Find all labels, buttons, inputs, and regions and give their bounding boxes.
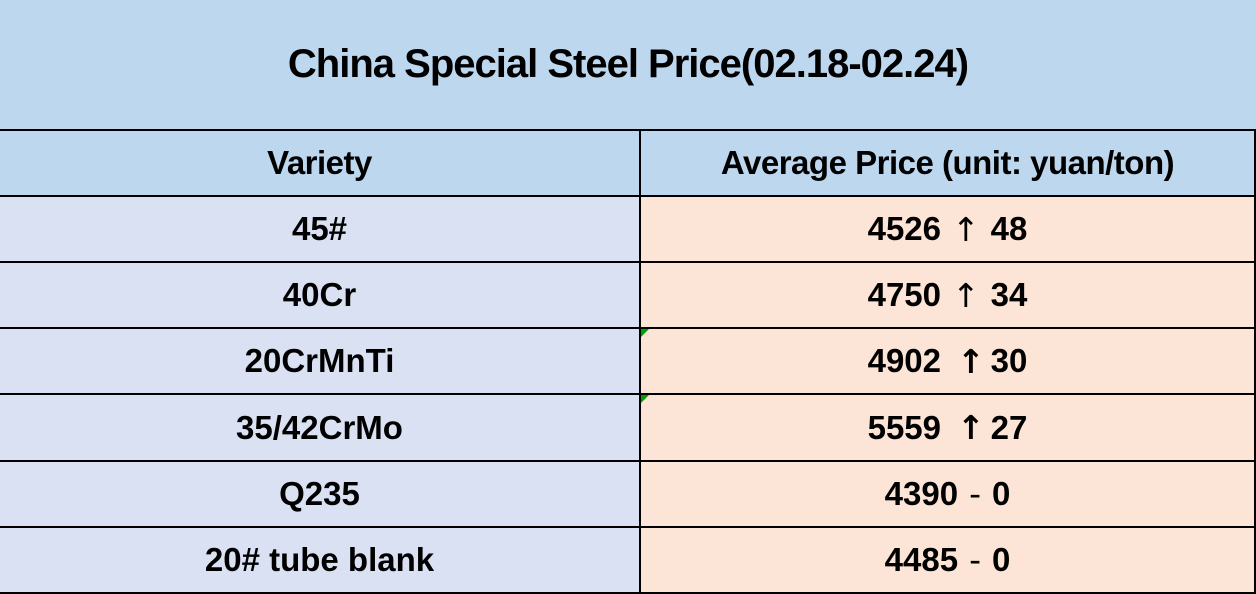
cell-error-flag-icon xyxy=(641,395,649,404)
flat-dash-icon: - xyxy=(969,474,981,514)
variety-cell-20crmnti: 20CrMnTi xyxy=(0,329,641,396)
column-header-average-price: Average Price (unit: yuan/ton) xyxy=(641,131,1256,197)
price-cell-20-tube-blank: 4485 - 0 xyxy=(641,527,1256,594)
price-change: 48 xyxy=(990,210,1028,248)
variety-cell-20-tube-blank: 20# tube blank xyxy=(0,527,641,594)
price-cell-3542crmo: 5559 ↑ 27 xyxy=(641,395,1256,462)
variety-cell-3542crmo: 35/42CrMo xyxy=(0,395,641,462)
header-row: Variety Average Price (unit: yuan/ton) xyxy=(0,131,1256,197)
up-arrow-icon: ↑ xyxy=(957,408,985,448)
variety-cell-40cr: 40Cr xyxy=(0,263,641,330)
table-title: China Special Steel Price(02.18-02.24) xyxy=(287,42,969,86)
flat-dash-icon: - xyxy=(969,540,981,580)
price-value: 5559 xyxy=(867,408,942,446)
up-arrow-icon: ↑ xyxy=(957,341,985,381)
price-value: 4750 xyxy=(867,276,942,314)
price-cell-40cr: 4750 ↑ 34 xyxy=(641,263,1256,330)
up-arrow-icon: ↑ xyxy=(952,275,980,315)
price-value: 4390 xyxy=(884,474,959,512)
price-cell-45: 4526 ↑ 48 xyxy=(641,197,1256,264)
price-change: 0 xyxy=(991,474,1011,512)
table-title-cell: China Special Steel Price(02.18-02.24) xyxy=(0,0,1256,131)
up-arrow-icon: ↑ xyxy=(952,209,980,249)
variety-cell-45: 45# xyxy=(0,197,641,264)
price-change: 30 xyxy=(990,342,1028,380)
price-change: 34 xyxy=(990,276,1028,314)
price-value: 4526 xyxy=(867,210,942,248)
column-header-variety: Variety xyxy=(0,131,641,197)
variety-cell-q235: Q235 xyxy=(0,461,641,528)
price-change: 27 xyxy=(990,408,1028,446)
price-value: 4902 xyxy=(867,342,942,380)
cell-error-flag-icon xyxy=(641,329,649,338)
price-cell-20crmnti: 4902 ↑ 30 xyxy=(641,329,1256,396)
price-value: 4485 xyxy=(884,540,959,578)
table-body: 45# 4526 ↑ 48 40Cr 4750 ↑ 34 20CrMnTi 49… xyxy=(0,197,1256,594)
price-cell-q235: 4390 - 0 xyxy=(641,461,1256,528)
price-change: 0 xyxy=(991,540,1011,578)
